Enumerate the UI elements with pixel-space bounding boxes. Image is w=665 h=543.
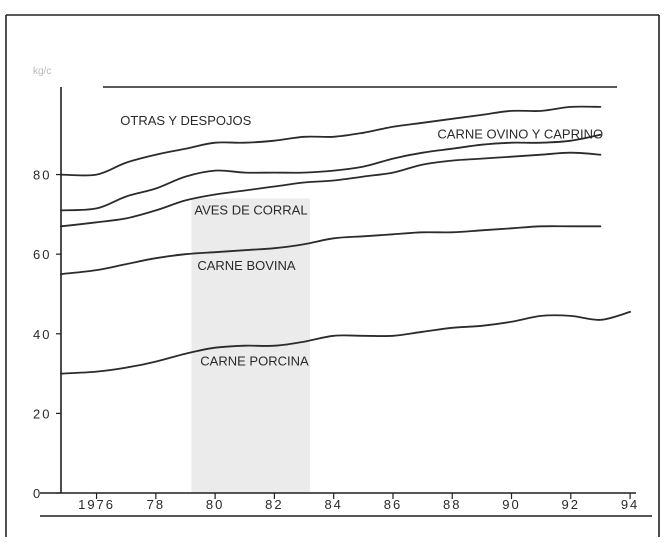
x-tick-label: 90 — [502, 497, 520, 512]
y-tick-label: 40 — [33, 327, 51, 342]
series-label-otras-y-despojos: OTRAS Y DESPOJOS — [120, 113, 251, 128]
x-tick-label: 92 — [562, 497, 580, 512]
y-tick-label: 20 — [33, 406, 51, 421]
series-line-carne-bovina — [60, 225, 602, 275]
series-line-carne-porcina — [60, 311, 631, 375]
series-label-carne-ovino-y-caprino: CARNE OVINO Y CAPRINO — [437, 127, 603, 142]
ticks-layer: 0 20 40 60 80 1976 78 80 82 84 86 88 90 92 94 — [33, 168, 639, 512]
series-label-aves-de-corral: AVES DE CORRAL — [194, 202, 307, 217]
y-tick-label: 0 — [33, 486, 42, 501]
x-tick-label: 80 — [206, 497, 224, 512]
x-tick-label: 82 — [265, 497, 283, 512]
y-tick-label: 80 — [33, 168, 51, 183]
series-label-carne-bovina: CARNE BOVINA — [197, 258, 296, 273]
series-lines-layer — [60, 105, 631, 375]
axes-layer — [40, 87, 652, 517]
series-label-carne-porcina: CARNE PORCINA — [200, 354, 309, 369]
x-tick-label: 78 — [147, 497, 165, 512]
y-axis-unit-label: kg/c — [33, 66, 51, 77]
series-labels-layer: CARNE PORCINA CARNE BOVINA AVES DE CORRAL C… — [120, 113, 603, 369]
x-tick-label: 88 — [443, 497, 461, 512]
x-tick-label: 1976 — [78, 497, 115, 512]
x-tick-label: 86 — [384, 497, 402, 512]
series-line-aves-de-corral — [60, 151, 602, 228]
x-tick-label: 94 — [621, 497, 639, 512]
y-tick-label: 60 — [33, 247, 51, 262]
x-tick-label: 84 — [324, 497, 342, 512]
series-line-carne-ovino-y-caprino — [60, 133, 602, 212]
series-line-otras-y-despojos — [60, 105, 602, 177]
